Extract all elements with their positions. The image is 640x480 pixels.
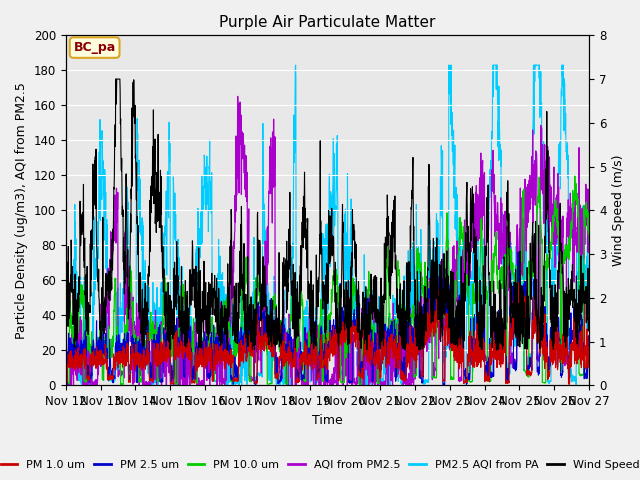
Legend: PM 1.0 um, PM 2.5 um, PM 10.0 um, AQI from PM2.5, PM2.5 AQI from PA, Wind Speed: PM 1.0 um, PM 2.5 um, PM 10.0 um, AQI fr… <box>0 456 640 474</box>
X-axis label: Time: Time <box>312 414 343 427</box>
Y-axis label: Wind Speed (m/s): Wind Speed (m/s) <box>612 155 625 266</box>
Text: BC_pa: BC_pa <box>74 41 116 54</box>
Y-axis label: Particle Density (ug/m3), AQI from PM2.5: Particle Density (ug/m3), AQI from PM2.5 <box>15 82 28 339</box>
Title: Purple Air Particulate Matter: Purple Air Particulate Matter <box>220 15 436 30</box>
